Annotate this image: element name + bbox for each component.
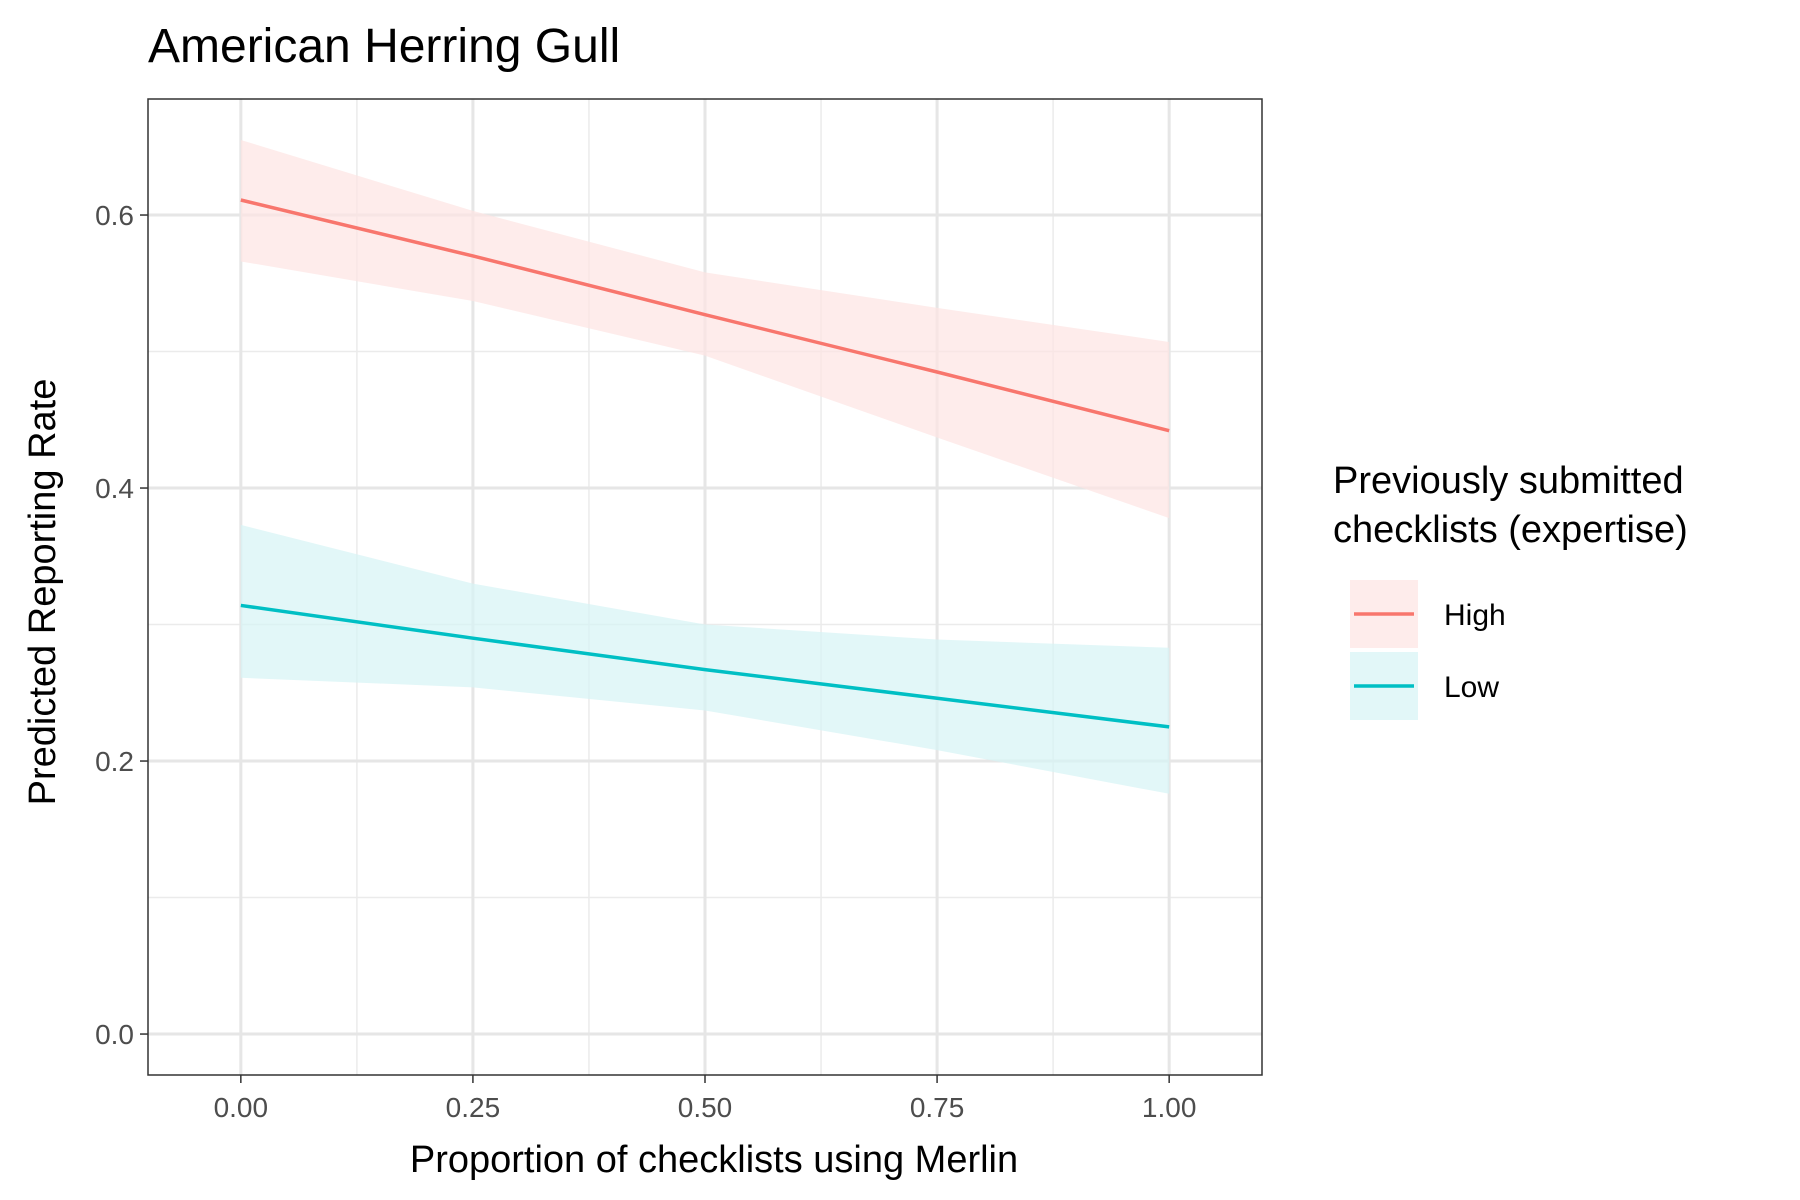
- series-lines: [240, 198, 1170, 729]
- y-tick-label: 0.6: [95, 200, 134, 231]
- y-axis-title: Predicted Reporting Rate: [22, 379, 64, 806]
- legend-title-line-2: checklists (expertise): [1333, 509, 1688, 551]
- legend-label-low: Low: [1444, 671, 1499, 704]
- line-low: [240, 603, 1170, 729]
- y-tick-label: 0.2: [95, 746, 134, 777]
- band-high: [240, 139, 1170, 519]
- line-high: [240, 198, 1170, 433]
- chart-title: American Herring Gull: [148, 20, 620, 73]
- confidence-bands: [240, 139, 1170, 794]
- band-low: [240, 524, 1170, 794]
- y-tick-label: 0.0: [95, 1019, 134, 1050]
- x-axis: 0.00 0.25 0.50 0.75 1.00: [214, 1075, 1197, 1123]
- x-tick-label: 0.25: [446, 1092, 501, 1123]
- legend-title-line-1: Previously submitted: [1333, 460, 1684, 502]
- legend: Previously submitted checklists (experti…: [1333, 460, 1688, 720]
- y-tick-label: 0.4: [95, 473, 134, 504]
- x-tick-label: 1.00: [1142, 1092, 1197, 1123]
- x-axis-title: Proportion of checklists using Merlin: [410, 1139, 1018, 1181]
- x-tick-label: 0.50: [678, 1092, 733, 1123]
- x-tick-label: 0.75: [910, 1092, 965, 1123]
- legend-label-high: High: [1444, 599, 1506, 632]
- y-axis: 0.0 0.2 0.4 0.6: [95, 200, 148, 1050]
- x-tick-label: 0.00: [214, 1092, 269, 1123]
